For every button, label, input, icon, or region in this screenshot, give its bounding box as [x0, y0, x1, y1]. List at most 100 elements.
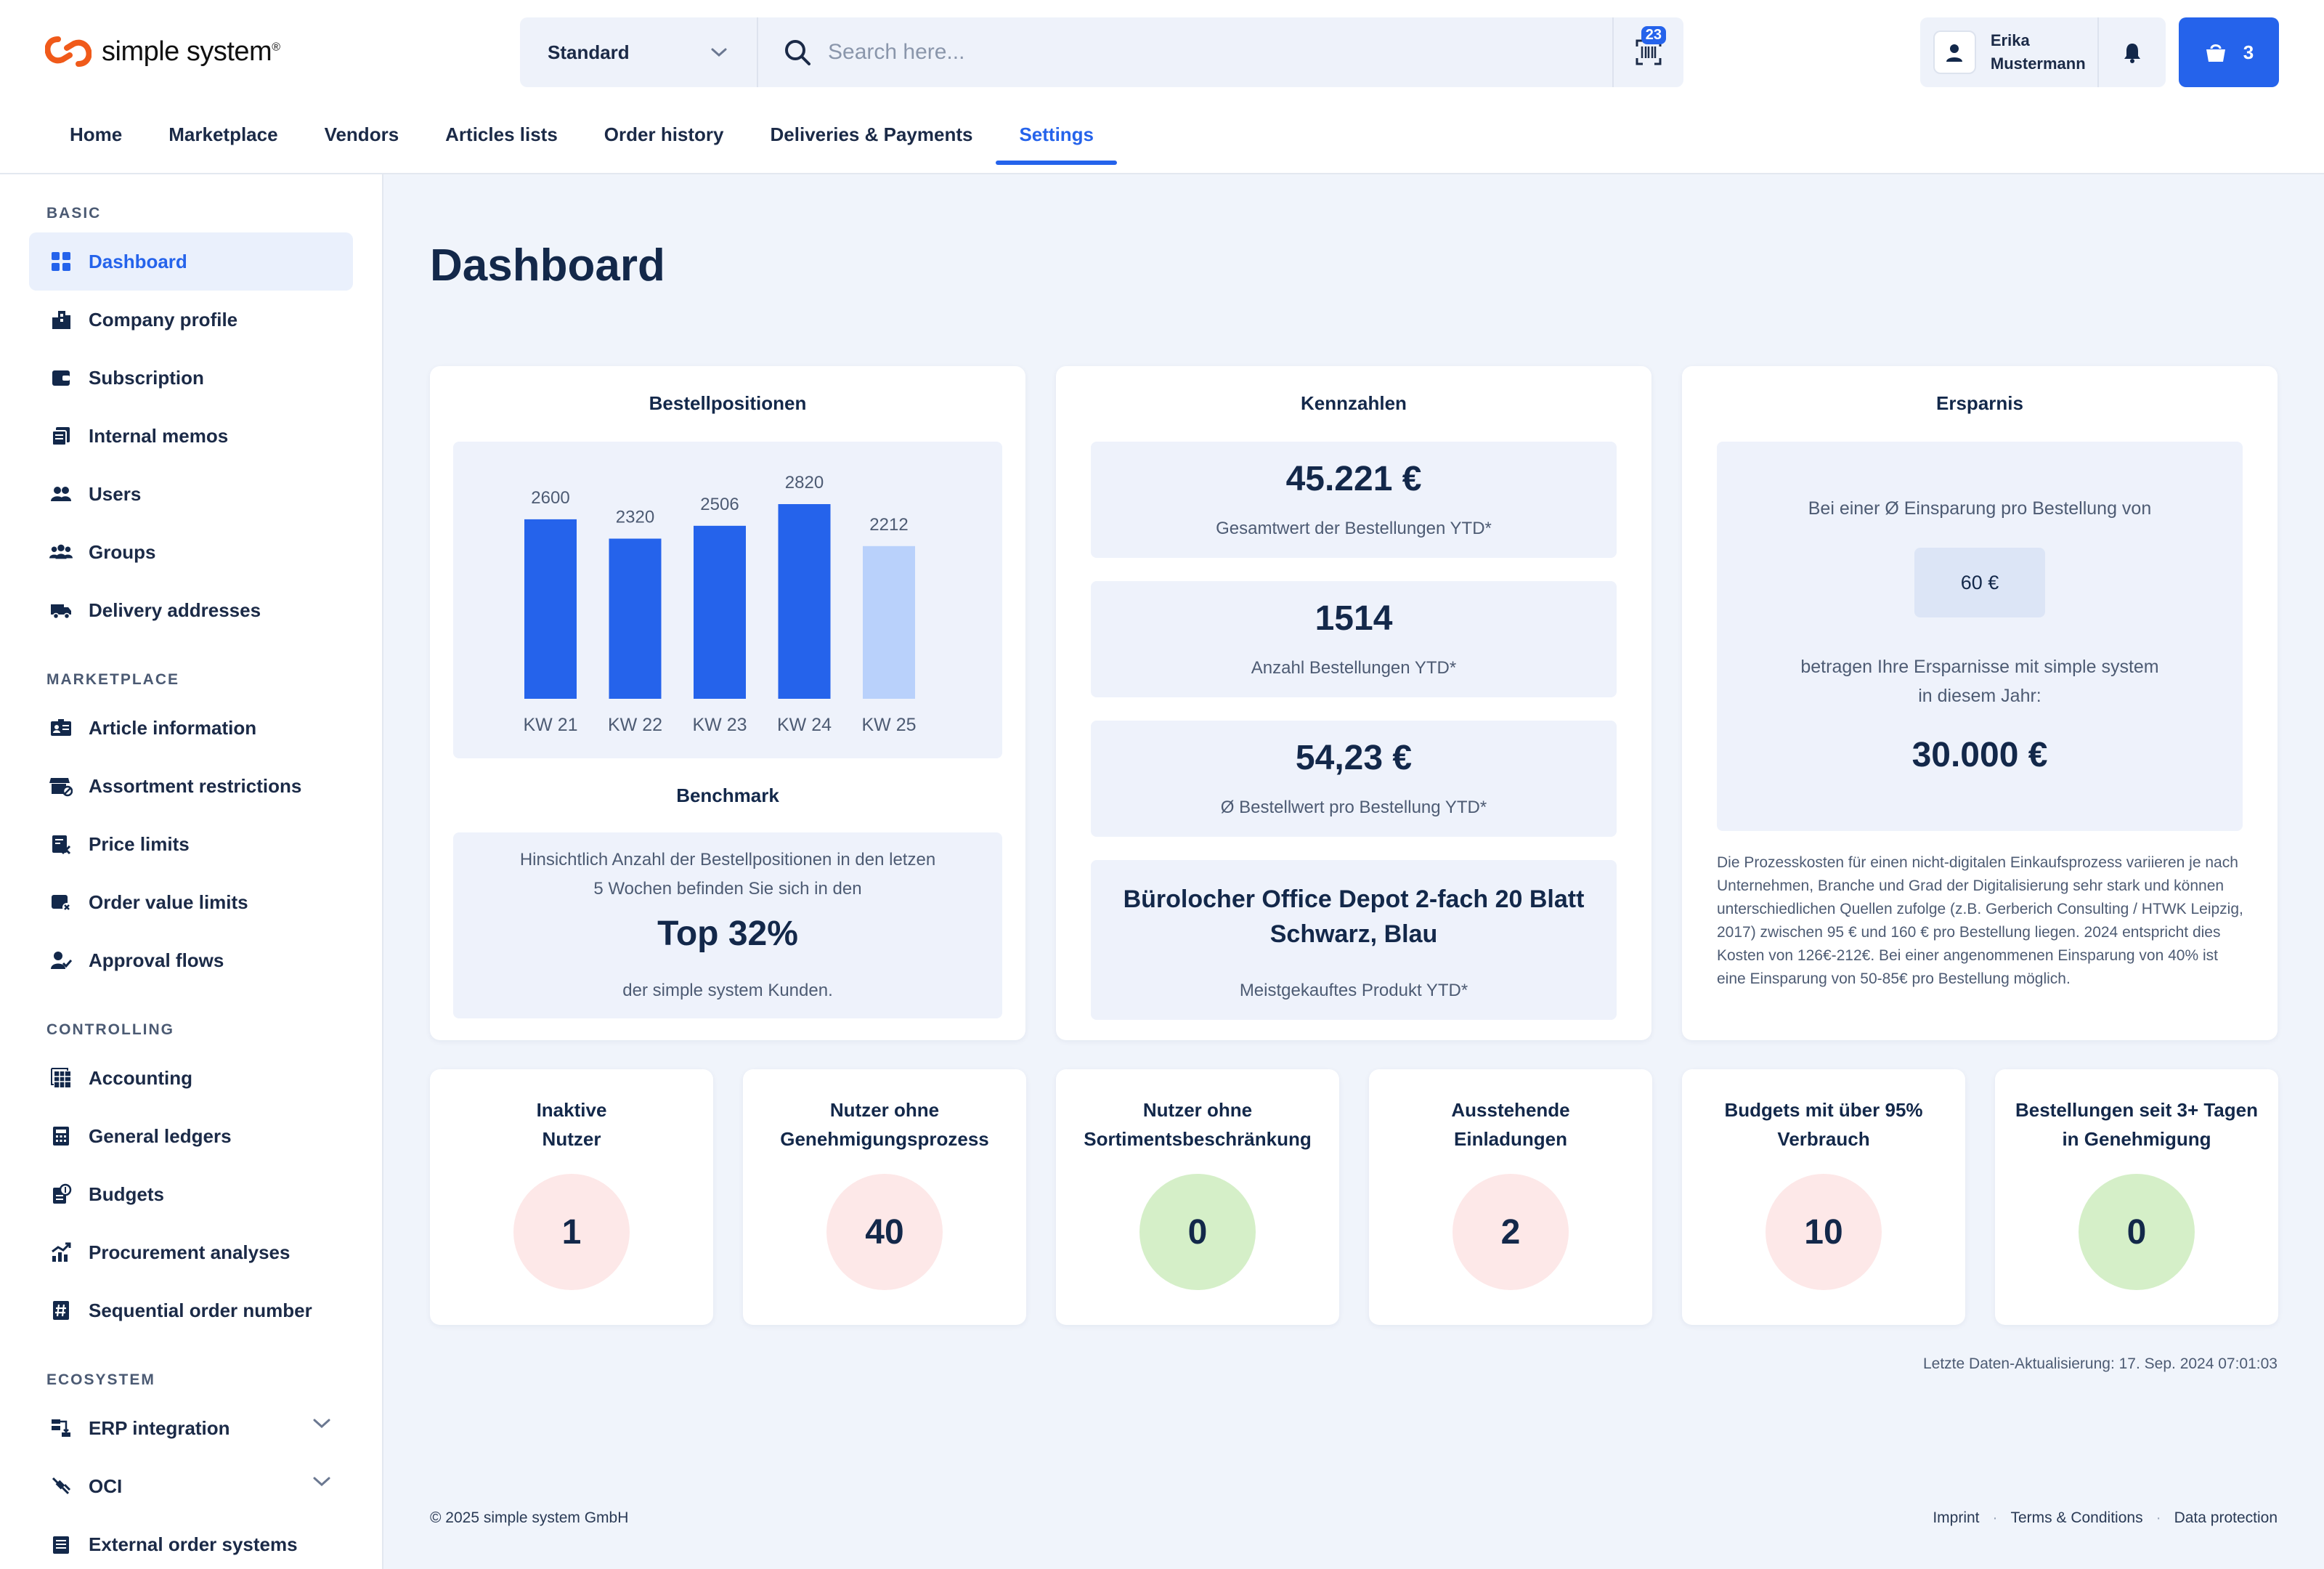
wallet-limit-icon: [49, 891, 73, 914]
stat-title-line1: Ausstehende: [1451, 1099, 1570, 1121]
shopping-basket-icon: [2206, 44, 2225, 62]
sidebar-item-general-ledgers[interactable]: General ledgers: [29, 1107, 353, 1165]
sidebar-item-users[interactable]: Users: [29, 465, 353, 523]
nav-articles-lists[interactable]: Articles lists: [445, 123, 558, 145]
search-input[interactable]: [828, 40, 1554, 65]
nav-home[interactable]: Home: [70, 123, 123, 145]
logo[interactable]: simple system®: [45, 33, 280, 70]
order-positions-card: Bestellpositionen 2600 KW 21 2320 KW 22 2506…: [430, 366, 1025, 1040]
stat-card-users-without-assortment-restriction[interactable]: Nutzer ohne Sortimentsbeschränkung 0: [1056, 1069, 1339, 1325]
stat-title: Ausstehende Einladungen: [1369, 1095, 1652, 1154]
user-icon: [1946, 44, 1963, 62]
sidebar-item-order-value-limits[interactable]: Order value limits: [29, 873, 353, 931]
erp-integration-icon: [49, 1416, 73, 1440]
stat-card-budgets-over-95[interactable]: Budgets mit über 95% Verbrauch 10: [1682, 1069, 1965, 1325]
logo-mark-icon: [45, 36, 92, 67]
bar-kw-22[interactable]: [609, 538, 662, 699]
sidebar-item-procurement-analyses[interactable]: Procurement analyses: [29, 1223, 353, 1281]
bar-kw-25[interactable]: [863, 546, 915, 699]
stat-value: 2: [1452, 1174, 1569, 1290]
sidebar-item-erp-integration[interactable]: ERP integration: [29, 1399, 353, 1457]
price-limit-icon: [49, 832, 73, 856]
bar-category-label: KW 24: [777, 715, 832, 735]
savings-result-line2: in diesem Jahr:: [1918, 686, 2041, 706]
notifications-button[interactable]: [2097, 17, 2166, 87]
sidebar-item-internal-memos[interactable]: Internal memos: [29, 407, 353, 465]
stat-title-line1: Nutzer ohne: [829, 1099, 940, 1121]
sidebar-item-external-order-systems[interactable]: External order systems: [29, 1515, 353, 1569]
registered-mark: ®: [272, 40, 280, 53]
footer-link-imprint[interactable]: Imprint: [1933, 1509, 1980, 1526]
sidebar-item-accounting[interactable]: Accounting: [29, 1049, 353, 1107]
sidebar-item-groups[interactable]: Groups: [29, 523, 353, 581]
savings-card: Ersparnis Bei einer Ø Einsparung pro Bes…: [1682, 366, 2278, 1040]
nav-vendors[interactable]: Vendors: [324, 123, 399, 145]
stat-title-line2: Sortimentsbeschränkung: [1084, 1128, 1312, 1150]
user-last-name: Mustermann: [1990, 54, 2086, 73]
stat-title-line2: in Genehmigung: [2062, 1128, 2211, 1150]
sidebar-item-company-profile[interactable]: Company profile: [29, 291, 353, 349]
bell-icon: [2124, 44, 2140, 63]
savings-intro: Bei einer Ø Einsparung pro Bestellung vo…: [1808, 498, 2152, 519]
ledger-table-icon: [49, 1066, 73, 1090]
sidebar-section-controlling: CONTROLLING: [46, 1021, 174, 1038]
nav-settings[interactable]: Settings: [996, 115, 1117, 165]
savings-result-text: betragen Ihre Ersparnisse mit simple sys…: [1717, 652, 2243, 710]
store-restricted-icon: [49, 774, 73, 798]
chevron-down-icon[interactable]: [312, 1475, 331, 1488]
bar-kw-24[interactable]: [778, 504, 831, 699]
sidebar-item-price-limits[interactable]: Price limits: [29, 815, 353, 873]
stat-card-inactive-users[interactable]: Inaktive Nutzer 1: [430, 1069, 713, 1325]
footer-link-data-protection[interactable]: Data protection: [2174, 1509, 2278, 1526]
sidebar-item-label: Budgets: [89, 1183, 164, 1205]
kpi-average-order-value: 54,23 € Ø Bestellwert pro Bestellung YTD…: [1091, 721, 1617, 837]
cart-button[interactable]: 3: [2179, 17, 2279, 87]
sidebar-item-subscription[interactable]: Subscription: [29, 349, 353, 407]
sidebar-item-article-information[interactable]: Article information: [29, 699, 353, 757]
stat-title: Nutzer ohne Genehmigungsprozess: [743, 1095, 1026, 1154]
sidebar-item-label: General ledgers: [89, 1124, 232, 1147]
kpi-label: Meistgekauftes Produkt YTD*: [1239, 981, 1468, 1000]
savings-panel: Bei einer Ø Einsparung pro Bestellung vo…: [1717, 442, 2243, 831]
budget-icon: [49, 1183, 73, 1206]
bar-category-label: KW 23: [692, 715, 747, 735]
footer-separator: ·: [2156, 1509, 2161, 1526]
stat-card-users-without-approval[interactable]: Nutzer ohne Genehmigungsprozess 40: [743, 1069, 1026, 1325]
sidebar-item-label: Groups: [89, 540, 156, 563]
kpi-order-count: 1514 Anzahl Bestellungen YTD*: [1091, 581, 1617, 697]
sidebar-item-budgets[interactable]: Budgets: [29, 1165, 353, 1223]
sidebar-item-assortment-restrictions[interactable]: Assortment restrictions: [29, 757, 353, 815]
search-field: [758, 17, 1612, 87]
nav-deliveries-payments[interactable]: Deliveries & Payments: [770, 123, 973, 145]
card-title: Bestellpositionen: [649, 392, 807, 414]
bar-kw-21[interactable]: [524, 519, 577, 699]
stat-title-line2: Genehmigungsprozess: [780, 1128, 989, 1150]
stat-title-line2: Nutzer: [542, 1128, 601, 1150]
sidebar-item-oci[interactable]: OCI: [29, 1457, 353, 1515]
user-menu[interactable]: Erika Mustermann: [1920, 17, 2166, 87]
calculator-icon: [49, 1124, 73, 1148]
sidebar-item-label: Delivery addresses: [89, 599, 261, 621]
avatar: [1933, 31, 1976, 74]
chevron-down-icon[interactable]: [312, 1416, 331, 1430]
search-scope-select[interactable]: Standard: [520, 17, 758, 87]
stat-card-pending-invitations[interactable]: Ausstehende Einladungen 2: [1369, 1069, 1652, 1325]
sidebar-item-delivery-addresses[interactable]: Delivery addresses: [29, 581, 353, 639]
footer-link-terms[interactable]: Terms & Conditions: [2010, 1509, 2143, 1526]
sidebar-item-sequential-order-number[interactable]: Sequential order number: [29, 1281, 353, 1339]
savings-per-order-input[interactable]: 60 €: [1914, 548, 2045, 617]
nav-marketplace[interactable]: Marketplace: [168, 123, 278, 145]
bar-kw-23[interactable]: [694, 525, 746, 699]
nav-order-history[interactable]: Order history: [604, 123, 724, 145]
stat-title-line2: Verbrauch: [1777, 1128, 1870, 1150]
sidebar-item-label: Procurement analyses: [89, 1241, 290, 1263]
barcode-scan-button[interactable]: 23: [1612, 17, 1683, 87]
sidebar-item-dashboard[interactable]: Dashboard: [29, 232, 353, 291]
stat-card-orders-pending-approval[interactable]: Bestellungen seit 3+ Tagen in Genehmigung…: [1995, 1069, 2278, 1325]
stat-title-line1: Nutzer ohne: [1142, 1099, 1253, 1121]
sidebar-item-approval-flows[interactable]: Approval flows: [29, 931, 353, 989]
user-name: Erika Mustermann: [1991, 29, 2097, 76]
bar-value-label: 2600: [531, 488, 569, 508]
sidebar-item-label: Sequential order number: [89, 1299, 312, 1321]
kpi-label: Gesamtwert der Bestellungen YTD*: [1216, 519, 1492, 538]
